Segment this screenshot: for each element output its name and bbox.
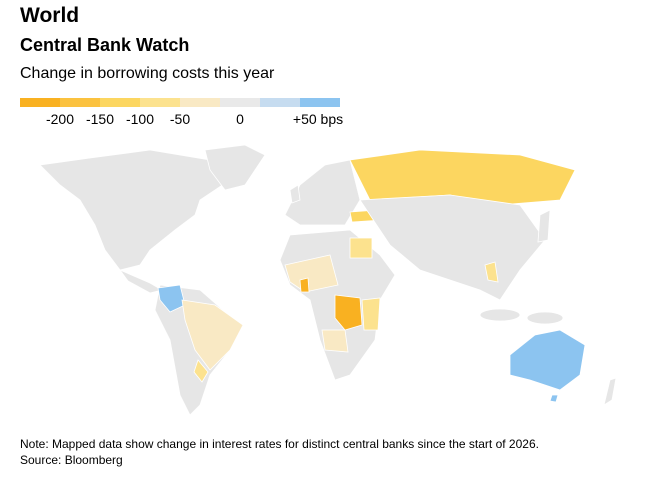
new-guinea (526, 311, 564, 325)
title: World (20, 4, 79, 27)
legend-label: -50 (170, 111, 190, 127)
legend-swatch (20, 98, 60, 107)
colombia (157, 284, 186, 313)
north-america (39, 149, 231, 271)
legend-swatch (60, 98, 100, 107)
egypt (349, 237, 373, 259)
dr-congo (334, 294, 363, 331)
brazil (181, 299, 244, 371)
west-africa (284, 254, 339, 293)
legend-label: 0 (236, 111, 244, 127)
asia (359, 194, 546, 301)
legend-swatch (300, 98, 340, 107)
australia (509, 329, 586, 391)
legend-swatch (100, 98, 140, 107)
angola (321, 329, 349, 353)
indonesia (479, 308, 521, 322)
legend-label: +50 bps (293, 111, 343, 127)
description: Change in borrowing costs this year (20, 65, 275, 82)
legend-swatch (220, 98, 260, 107)
paraguay (193, 359, 209, 383)
uk (289, 184, 301, 204)
subtitle: Central Bank Watch (20, 35, 189, 55)
legend: -200 -150 -100 -50 0 +50 bps (20, 98, 343, 127)
legend-swatch (180, 98, 220, 107)
note: Note: Mapped data show change in interes… (20, 437, 539, 451)
new-zealand (603, 377, 617, 406)
map (39, 144, 617, 416)
source: Source: Bloomberg (20, 453, 123, 467)
central-america (118, 269, 164, 294)
legend-label: -200 (46, 111, 74, 127)
legend-swatch (260, 98, 300, 107)
east-africa (361, 297, 381, 331)
thailand (484, 261, 499, 283)
legend-label: -100 (126, 111, 154, 127)
ghana (299, 277, 310, 293)
legend-label: -150 (86, 111, 114, 127)
japan (537, 209, 551, 243)
legend-swatch (140, 98, 180, 107)
greenland (204, 144, 266, 191)
tasmania (549, 394, 559, 403)
